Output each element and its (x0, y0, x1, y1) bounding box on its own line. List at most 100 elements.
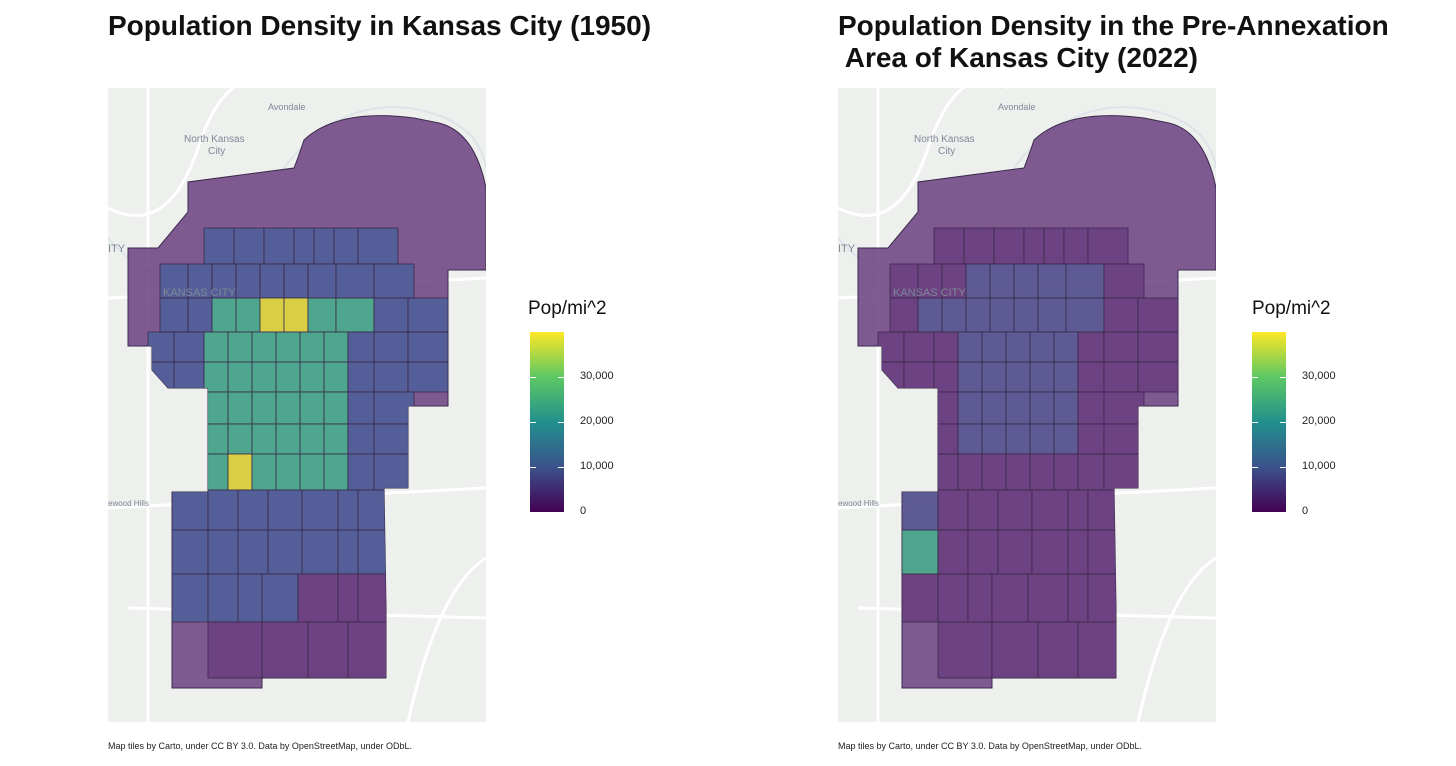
census-tract (1137, 331, 1179, 363)
census-tract (275, 423, 301, 455)
census-tract (1005, 391, 1031, 425)
census-tract (335, 263, 375, 299)
census-tract (1029, 453, 1055, 491)
census-tract (957, 453, 983, 491)
census-tract (937, 489, 969, 531)
census-tract (407, 297, 449, 333)
basemap-label-city: City (938, 146, 955, 157)
legend-tick (530, 377, 536, 378)
census-tract (937, 573, 969, 623)
census-tract (1103, 361, 1139, 393)
census-tract (917, 263, 943, 299)
census-tract (373, 331, 409, 363)
census-tract (981, 423, 1007, 455)
census-tract (251, 453, 277, 491)
census-tract (237, 573, 263, 623)
census-tract (1103, 297, 1139, 333)
census-tract (203, 331, 229, 363)
legend-tick (1280, 467, 1286, 468)
census-tract (323, 331, 349, 363)
census-tract (203, 361, 229, 393)
census-tract (227, 391, 253, 425)
legend-tick (558, 422, 564, 423)
census-tract (933, 331, 959, 363)
census-tract (275, 453, 301, 491)
census-tract (989, 263, 1015, 299)
census-tract (173, 361, 205, 393)
census-tract (1053, 391, 1079, 425)
census-tract (347, 331, 375, 363)
legend-tick (1252, 512, 1258, 513)
census-tract (307, 297, 337, 333)
census-tract (407, 331, 449, 363)
census-tract (171, 573, 209, 623)
census-tract (313, 227, 335, 265)
census-tract (227, 423, 253, 455)
basemap-label-avondale: Avondale (998, 102, 1035, 112)
census-tract (275, 331, 301, 363)
census-tract (1077, 361, 1105, 393)
census-tract (957, 331, 983, 363)
census-tract (299, 391, 325, 425)
census-tract (299, 423, 325, 455)
census-tract (237, 489, 269, 531)
basemap-label-hills: ewood Hills (108, 499, 149, 508)
census-tracts (127, 115, 486, 689)
census-tract (259, 297, 285, 333)
census-tract (211, 297, 237, 333)
census-tract (933, 361, 959, 393)
choropleth-map: Avondale North Kansas City ITY ewood Hil… (838, 88, 1216, 722)
census-tracts (857, 115, 1216, 689)
map-title: Population Density in the Pre-Annexation… (838, 10, 1389, 73)
census-tract (159, 297, 189, 333)
census-tract (357, 227, 399, 265)
census-tract (207, 529, 239, 575)
census-tract (235, 297, 261, 333)
legend-tick (530, 512, 536, 513)
legend-title: Pop/mi^2 (1252, 298, 1331, 319)
census-tract (1029, 423, 1055, 455)
census-tract (203, 391, 229, 425)
census-tract (1013, 297, 1039, 333)
census-tract (1037, 263, 1067, 299)
census-tract (337, 529, 359, 575)
census-tract (997, 489, 1033, 531)
census-tract (203, 453, 229, 491)
census-tract (1077, 423, 1105, 455)
census-tract (933, 423, 959, 455)
census-tract (267, 529, 303, 575)
census-tract (227, 453, 253, 491)
census-tract (1103, 453, 1145, 491)
census-tract (957, 391, 983, 425)
census-tract (1031, 529, 1069, 575)
census-tract (997, 529, 1033, 575)
census-tract (323, 361, 349, 393)
census-tract (937, 529, 969, 575)
census-tract (981, 361, 1007, 393)
census-tract (307, 263, 337, 299)
basemap-label-ity: ITY (838, 243, 856, 255)
census-tract (889, 263, 919, 299)
census-tract (1103, 423, 1145, 455)
census-tract (251, 361, 277, 393)
census-tract (1013, 263, 1039, 299)
basemap-label-north-kansas: North Kansas (184, 134, 245, 145)
legend-tick-label: 0 (580, 505, 587, 517)
census-tract (1103, 263, 1145, 299)
census-tract (965, 263, 991, 299)
census-tract (1067, 573, 1089, 623)
legend-title: Pop/mi^2 (528, 298, 607, 319)
census-tract (1005, 361, 1031, 393)
census-tract (347, 423, 375, 455)
legend-tick (1280, 377, 1286, 378)
census-tract (171, 529, 209, 575)
census-tract (903, 331, 935, 363)
legend-tick (558, 467, 564, 468)
census-tract (207, 621, 263, 679)
legend-tick-label: 30,000 (1302, 370, 1336, 382)
census-tract (967, 573, 993, 623)
legend-tick (530, 467, 536, 468)
census-tract (1067, 489, 1089, 531)
census-tract (1053, 361, 1079, 393)
census-tract (267, 489, 303, 531)
